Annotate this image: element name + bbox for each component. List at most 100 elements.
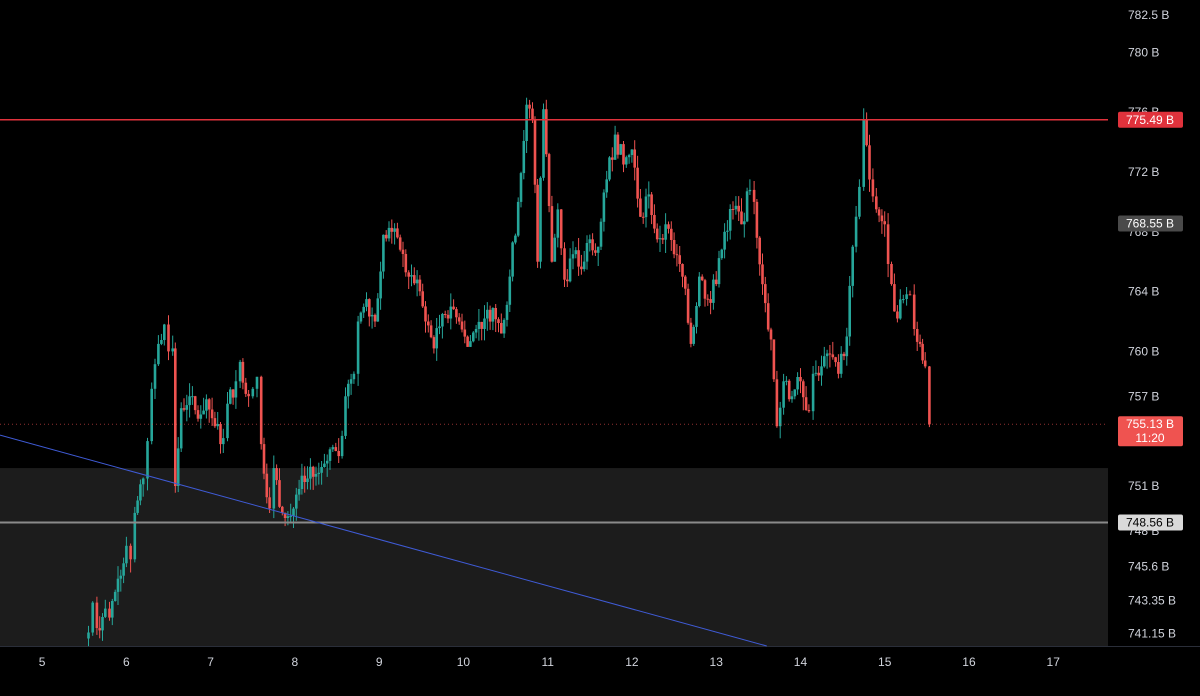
- candle-body: [480, 321, 483, 329]
- candle-body: [670, 228, 673, 240]
- candle-body: [306, 478, 309, 482]
- candle-body: [633, 149, 636, 168]
- candle-body: [553, 237, 557, 262]
- candle-body: [728, 209, 732, 231]
- candle-body: [213, 418, 217, 427]
- candle-body: [424, 306, 427, 322]
- candle-body: [404, 254, 408, 273]
- candle-body: [890, 264, 893, 285]
- candle-body: [328, 449, 332, 461]
- candle-body: [457, 317, 461, 322]
- candle-body: [452, 306, 455, 310]
- candle-body: [748, 189, 752, 192]
- candle-body: [758, 237, 761, 265]
- candle-body: [695, 306, 698, 327]
- time-axis[interactable]: 5 6 7 8 9 10 11 12 13 14 15 16 17: [39, 655, 1060, 669]
- candle-body: [641, 216, 645, 218]
- candle-body: [703, 280, 707, 299]
- candle-body: [494, 308, 497, 320]
- candle-body: [658, 238, 662, 240]
- candle-body: [566, 279, 569, 282]
- candle-body: [196, 410, 200, 419]
- candle-body: [880, 215, 884, 222]
- candle-body: [153, 364, 157, 389]
- candle-body: [547, 154, 551, 206]
- candle-body: [921, 343, 924, 361]
- candle-body: [717, 258, 721, 285]
- candle-body: [545, 109, 548, 155]
- time-axis-background[interactable]: [0, 646, 1200, 691]
- candle-body: [349, 379, 353, 384]
- candle-body: [337, 451, 340, 457]
- candle-body: [455, 309, 458, 318]
- candle-body: [331, 447, 335, 450]
- price-axis-background[interactable]: [1108, 0, 1200, 646]
- candle-body: [525, 104, 528, 141]
- candle-body: [119, 575, 123, 579]
- time-tick-label: 6: [123, 655, 130, 669]
- candle-body: [820, 366, 823, 376]
- candle-body: [185, 405, 189, 410]
- candle-body: [365, 299, 368, 307]
- candle-body: [396, 228, 399, 238]
- candle-body: [692, 326, 695, 344]
- candle-body: [655, 228, 659, 240]
- candle-body: [314, 474, 318, 477]
- candle-body: [769, 329, 773, 340]
- candle-body: [755, 201, 759, 238]
- current-price-badge-timer: 11:20: [1135, 431, 1164, 445]
- candle-body: [580, 266, 583, 270]
- price-tick-label: 743.35 B: [1128, 593, 1176, 607]
- candle-body: [275, 468, 278, 481]
- candle-body: [619, 144, 622, 155]
- candle-body: [720, 249, 724, 259]
- candle-body: [427, 321, 430, 326]
- candle-body: [167, 324, 170, 352]
- candle-body: [636, 167, 639, 199]
- candle-body: [259, 376, 263, 445]
- time-tick-label: 11: [541, 655, 554, 669]
- marker-price-badge: [1118, 215, 1183, 232]
- candle-body: [469, 341, 472, 347]
- time-tick-label: 8: [292, 655, 299, 669]
- candle-body: [497, 319, 500, 323]
- candle-body: [639, 198, 642, 217]
- candle-body: [684, 276, 687, 289]
- candle-body: [474, 329, 478, 333]
- candle-body: [347, 383, 350, 397]
- candle-body: [745, 191, 749, 222]
- price-tick-label: 741.15 B: [1128, 626, 1176, 640]
- candle-body: [295, 494, 298, 509]
- candle-body: [500, 323, 503, 334]
- candle-body: [390, 227, 394, 232]
- candle-body: [667, 224, 670, 229]
- candle-body: [182, 408, 186, 410]
- candle-body: [686, 288, 690, 323]
- candle-body: [814, 372, 818, 374]
- candle-body: [563, 248, 566, 280]
- candle-body: [300, 475, 304, 489]
- candle-body: [811, 373, 815, 412]
- candle-body: [865, 119, 868, 146]
- candle-body: [602, 192, 606, 222]
- candle-body: [108, 608, 111, 618]
- trend-line[interactable]: [0, 434, 767, 647]
- candle-body: [370, 314, 374, 317]
- candle-body: [398, 237, 402, 250]
- candle-body: [238, 361, 242, 382]
- candle-body: [550, 206, 554, 262]
- candle-body: [373, 314, 377, 322]
- candle-body: [317, 472, 321, 474]
- candle-body: [653, 215, 656, 229]
- candle-body: [681, 264, 684, 277]
- candle-body: [376, 298, 380, 322]
- candle-body: [845, 336, 849, 357]
- candle-body: [472, 332, 475, 342]
- candle-body: [359, 312, 363, 322]
- candle-body: [775, 379, 779, 427]
- candle-body: [415, 279, 419, 284]
- candle-body: [502, 319, 506, 334]
- candle-body: [923, 360, 927, 367]
